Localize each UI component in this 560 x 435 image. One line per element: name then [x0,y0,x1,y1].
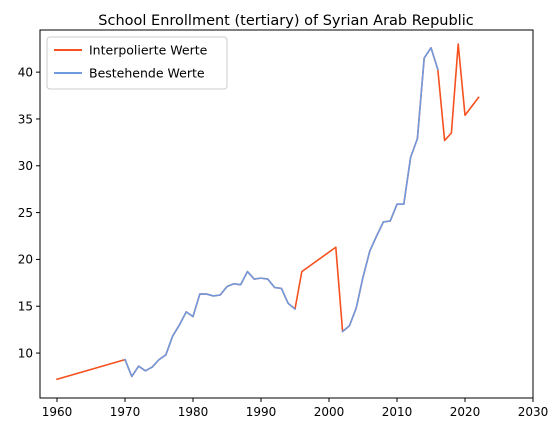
legend-label-interpolated: Interpolierte Werte [89,43,208,58]
series-line-interpolated [57,44,479,379]
x-tick-label: 1960 [42,405,73,419]
y-tick-label: 15 [18,300,33,314]
x-tick-label: 1980 [178,405,209,419]
x-tick-label: 2020 [450,405,481,419]
y-tick-label: 40 [18,65,33,79]
chart-title: School Enrollment (tertiary) of Syrian A… [98,13,473,29]
x-tick-label: 2000 [314,405,345,419]
x-axis: 1960 1970 1980 1990 2000 2010 2020 2030 [42,398,549,419]
series-line-existing-segment-1 [125,272,295,377]
y-tick-label: 10 [18,346,33,360]
x-tick-label: 1990 [246,405,277,419]
series-line-existing-segment-2 [343,48,438,332]
y-tick-label: 25 [18,206,33,220]
x-tick-label: 2010 [382,405,413,419]
y-tick-label: 35 [18,112,33,126]
legend: Interpolierte Werte Bestehende Werte [47,37,227,89]
x-tick-label: 2030 [518,405,549,419]
y-axis: 10 15 20 25 30 35 40 [18,65,40,360]
y-tick-label: 30 [18,159,33,173]
legend-label-existing: Bestehende Werte [89,66,205,81]
plot-lines [57,44,479,379]
y-tick-label: 20 [18,253,33,267]
x-tick-label: 1970 [110,405,141,419]
